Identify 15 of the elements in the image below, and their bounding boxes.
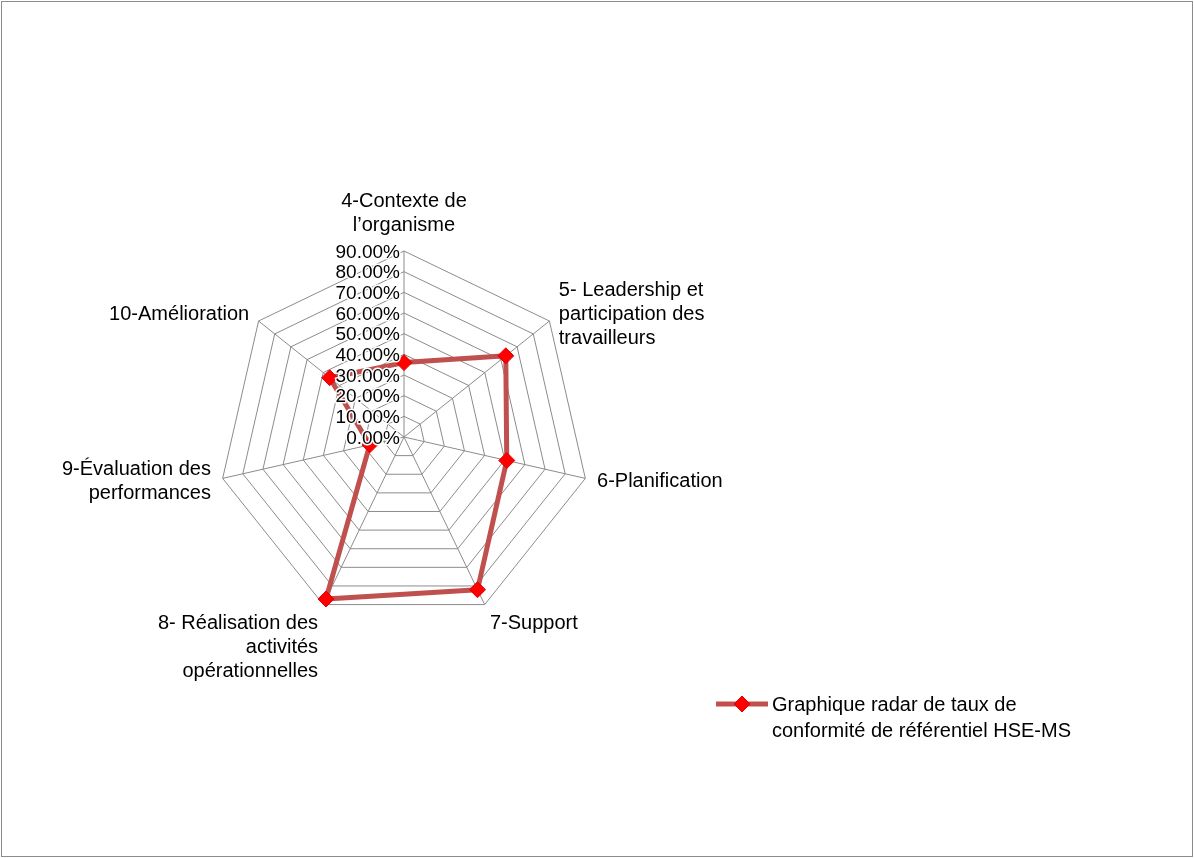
legend-label: Graphique radar de taux de conformité de référentiel HSE-MS: [772, 693, 1072, 741]
y-tick-label: 40.00%: [335, 343, 401, 365]
spoke-label: 9-Évaluation des performances: [61, 457, 211, 504]
spoke-label: 8- Réalisation des activités opérationnelles: [158, 611, 319, 682]
y-tick-label: 90.00%: [335, 240, 401, 262]
spoke-label: 5- Leadership et participation des travailleurs: [558, 277, 705, 348]
spoke-label: 7-Support: [489, 611, 579, 634]
y-tick-label: 70.00%: [335, 281, 401, 303]
spoke-label: 6-Planification: [597, 469, 723, 492]
spoke-label: 4-Contexte de l’organisme: [341, 189, 467, 235]
y-tick-label: 60.00%: [335, 302, 401, 324]
y-tick-label: 30.00%: [335, 364, 401, 386]
spoke-label: 10-Amélioration: [109, 301, 250, 324]
y-tick-label: 50.00%: [335, 323, 401, 345]
y-tick-label: 80.00%: [335, 261, 401, 283]
